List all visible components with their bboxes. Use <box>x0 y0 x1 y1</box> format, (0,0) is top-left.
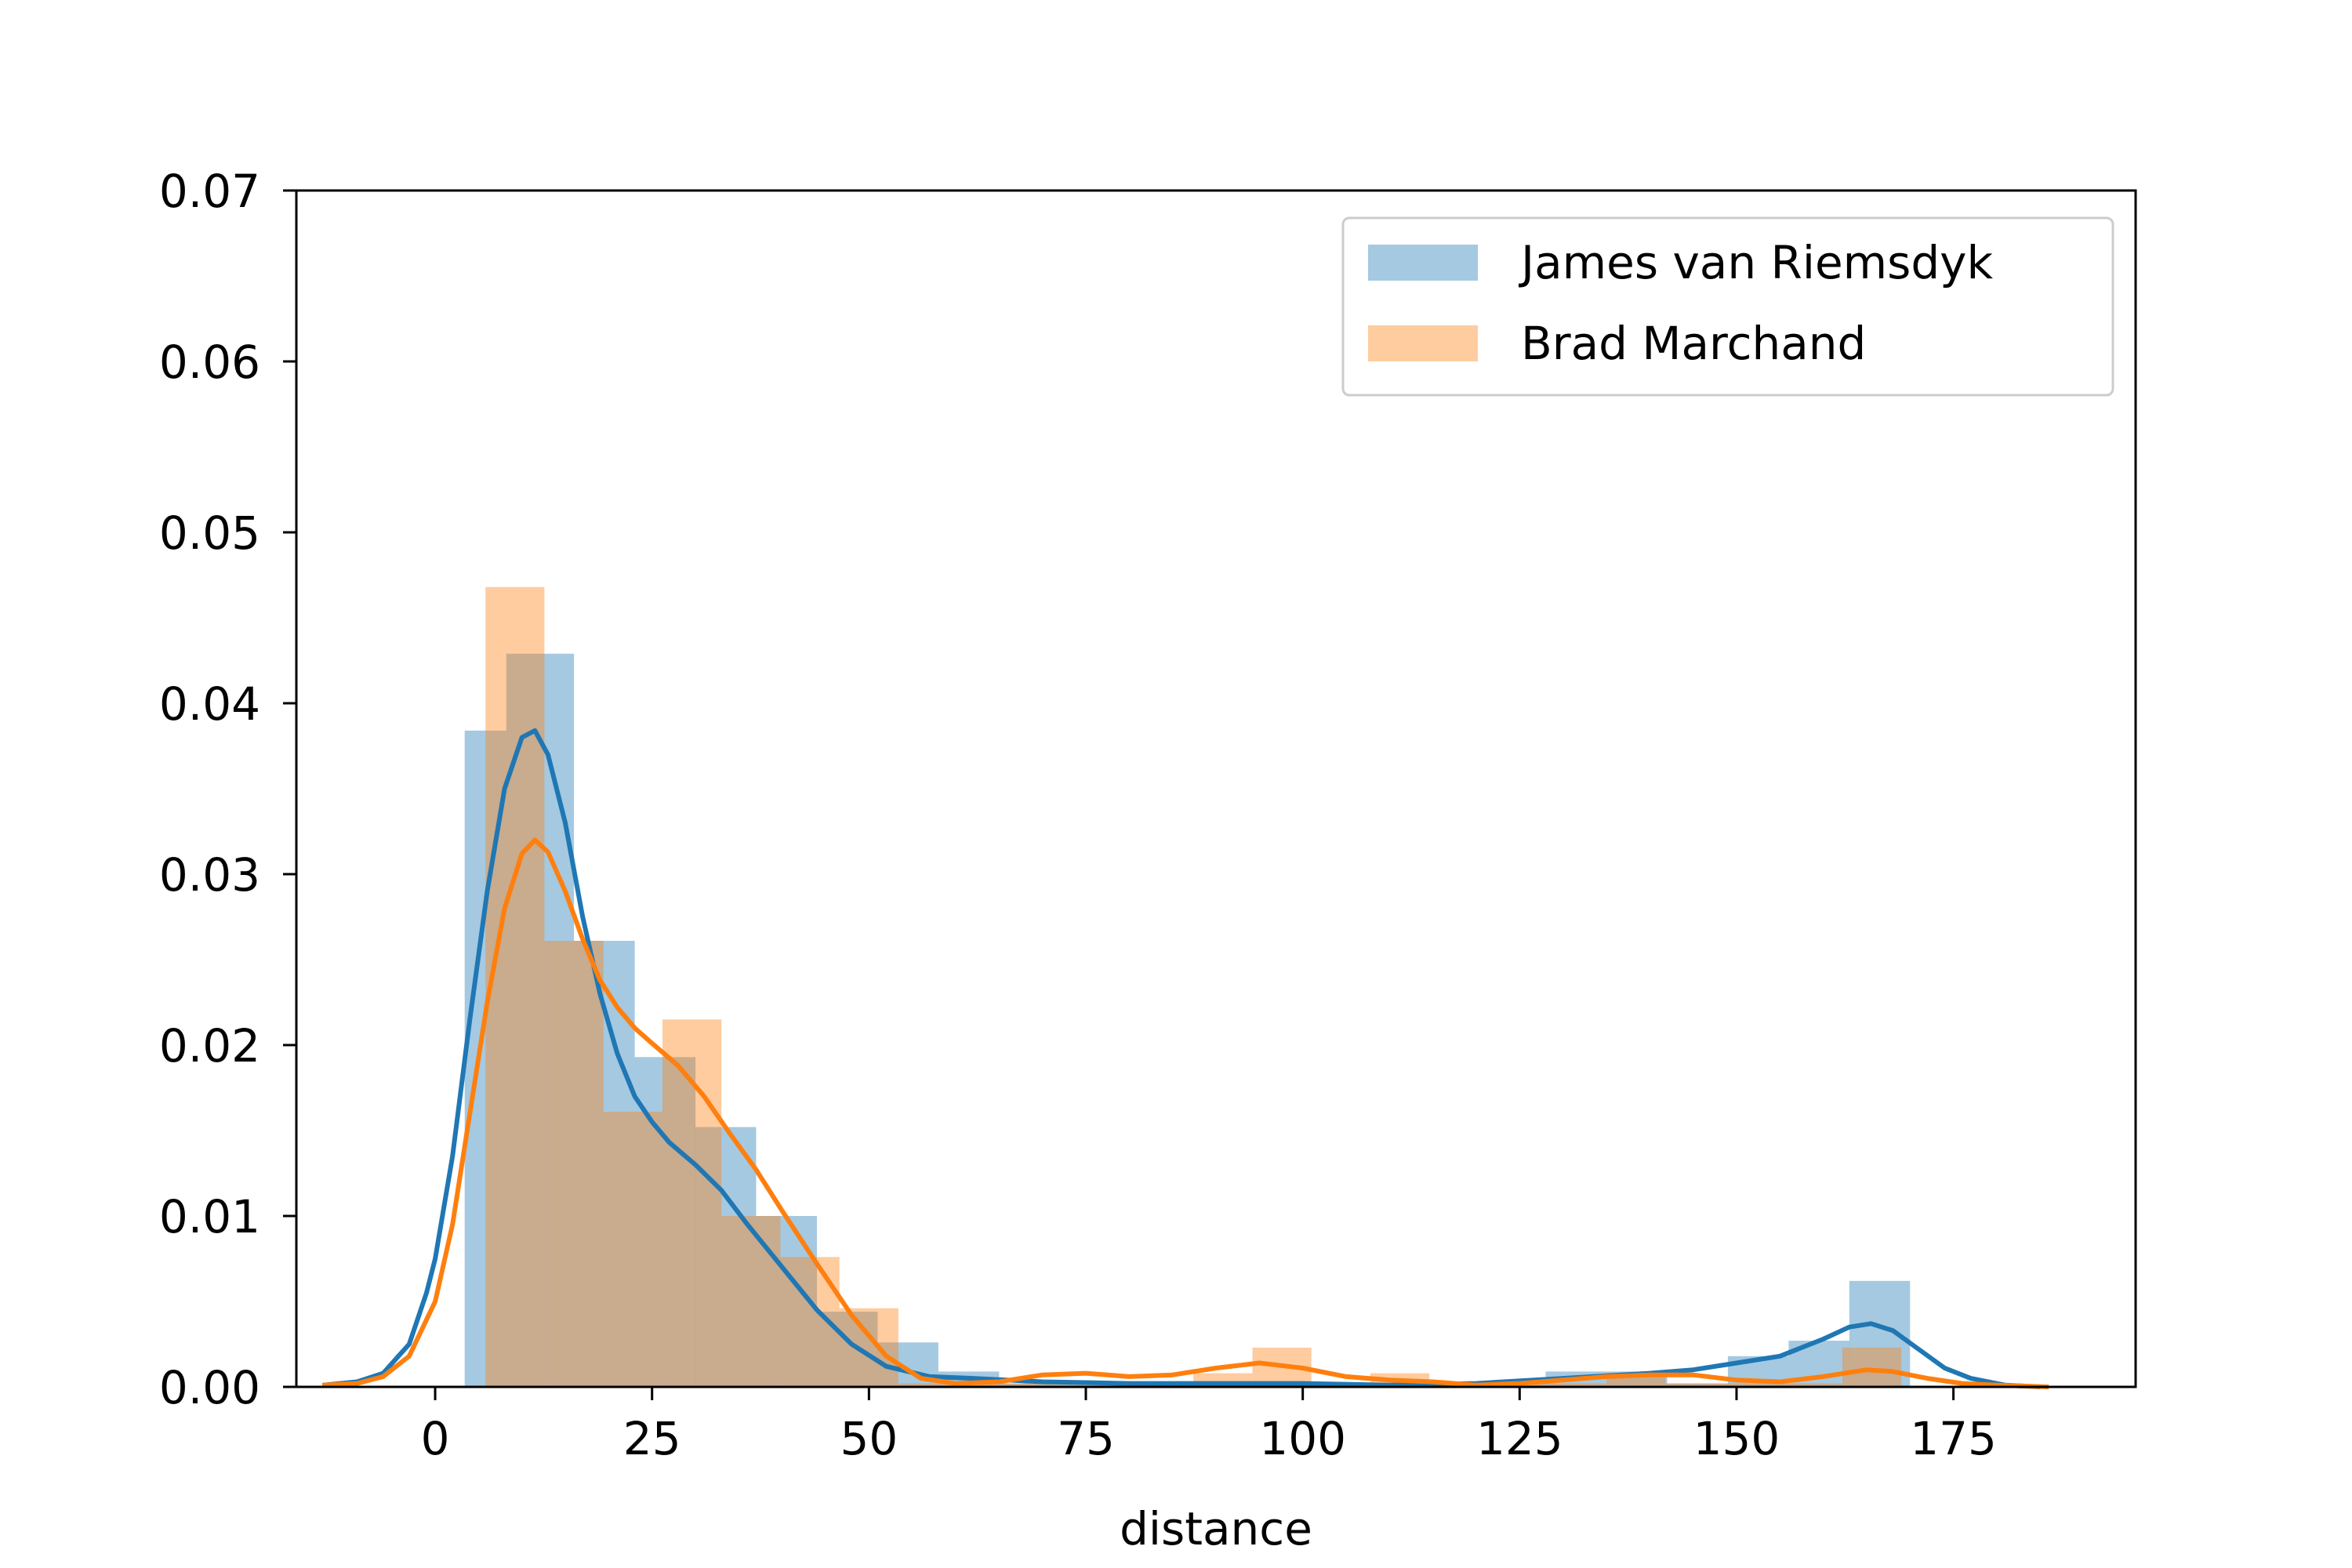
x-tick-label: 25 <box>623 1412 681 1465</box>
legend-swatch-brad-marchand <box>1368 325 1478 361</box>
histogram-bar-series-1-bin-6 <box>839 1308 898 1387</box>
y-axis: 0.00 0.01 0.02 0.03 0.04 0.05 0.06 0.07 <box>159 165 296 1414</box>
y-tick-label: 0.02 <box>159 1019 260 1073</box>
kde-curves <box>321 728 2049 1389</box>
x-tick-label: 50 <box>840 1412 898 1465</box>
y-tick-label: 0.07 <box>159 165 260 218</box>
legend-label-brad-marchand: Brad Marchand <box>1521 317 1866 370</box>
histogram-bar-series-0-bin-0 <box>464 730 506 1387</box>
legend: James van Riemsdyk Brad Marchand <box>1341 216 2114 397</box>
histogram-bar-series-0-bin-6 <box>817 1312 878 1387</box>
histogram-bar-series-1-bin-20 <box>1665 1383 1725 1387</box>
histogram-bar-series-0-bin-1 <box>506 653 575 1387</box>
legend-label-james-van-riemsdyk: James van Riemsdyk <box>1519 236 1994 289</box>
histogram-bar-series-1-bin-18 <box>1547 1383 1606 1387</box>
histogram-bar-series-0-bin-4 <box>695 1127 757 1387</box>
plot-frame <box>295 189 2137 1388</box>
y-tick-label: 0.04 <box>159 677 260 731</box>
histogram-bar-series-1-bin-1 <box>544 941 604 1387</box>
kde-line-series-1 <box>322 837 2049 1389</box>
x-tick-label: 125 <box>1476 1412 1563 1465</box>
histogram-bar-series-1-bin-7 <box>898 1383 958 1387</box>
x-tick-label: 100 <box>1259 1412 1346 1465</box>
y-tick-label: 0.00 <box>159 1361 260 1414</box>
histogram-bar-series-0-bin-20 <box>1667 1383 1728 1387</box>
x-axis: 0 25 50 75 100 125 150 175 <box>421 1387 1997 1465</box>
y-tick-label: 0.06 <box>159 336 260 389</box>
histogram-bar-series-0-bin-9 <box>999 1383 1060 1387</box>
x-tick-label: 150 <box>1693 1412 1780 1465</box>
x-tick-label: 0 <box>421 1412 450 1465</box>
histogram-bar-series-1-bin-0 <box>485 586 545 1387</box>
histogram-bar-series-1-bin-2 <box>603 1112 662 1387</box>
kde-line-series-0 <box>321 728 2041 1389</box>
y-tick-label: 0.05 <box>159 506 260 560</box>
y-tick-label: 0.01 <box>159 1190 260 1243</box>
x-axis-label: distance <box>1120 1502 1312 1555</box>
histogram-bar-series-1-bin-9 <box>1016 1383 1076 1387</box>
histogram-bar-series-0-bin-10 <box>1059 1383 1121 1387</box>
y-tick-label: 0.03 <box>159 848 260 902</box>
histogram-bar-series-1-bin-8 <box>957 1383 1017 1387</box>
x-tick-label: 75 <box>1057 1412 1115 1465</box>
histogram-bar-series-1-bin-22 <box>1783 1383 1842 1387</box>
histogram-bar-series-1-bin-3 <box>662 1019 722 1387</box>
histogram-bar-series-1-bin-21 <box>1724 1383 1784 1387</box>
histogram-bar-series-1-bin-23 <box>1842 1347 1902 1387</box>
legend-swatch-james-van-riemsdyk <box>1368 245 1478 281</box>
x-tick-label: 175 <box>1910 1412 1997 1465</box>
histogram-bar-series-1-bin-4 <box>721 1216 781 1387</box>
legend-box <box>1341 216 2114 397</box>
